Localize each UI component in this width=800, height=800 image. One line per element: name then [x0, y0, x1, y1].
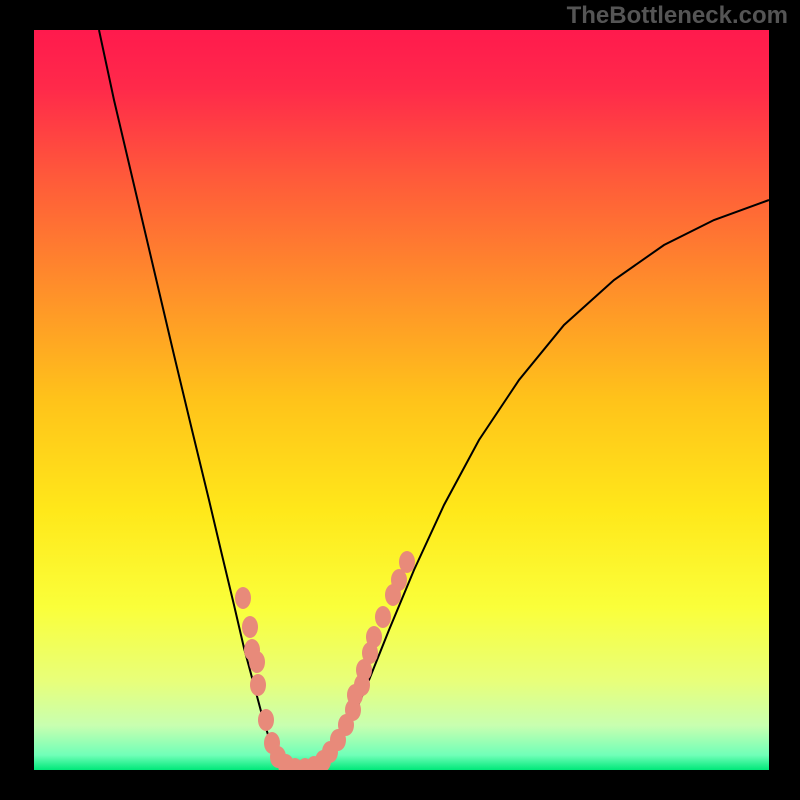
plot-area: [34, 30, 769, 770]
chart-svg: [34, 30, 769, 770]
marker-point: [258, 709, 274, 731]
watermark-text: TheBottleneck.com: [567, 2, 788, 30]
marker-point: [399, 551, 415, 573]
marker-point: [249, 651, 265, 673]
marker-point: [250, 674, 266, 696]
marker-point: [375, 606, 391, 628]
marker-point: [235, 587, 251, 609]
background-gradient: [34, 30, 769, 770]
marker-point: [242, 616, 258, 638]
outer-frame: TheBottleneck.com: [0, 0, 800, 800]
marker-point: [366, 626, 382, 648]
